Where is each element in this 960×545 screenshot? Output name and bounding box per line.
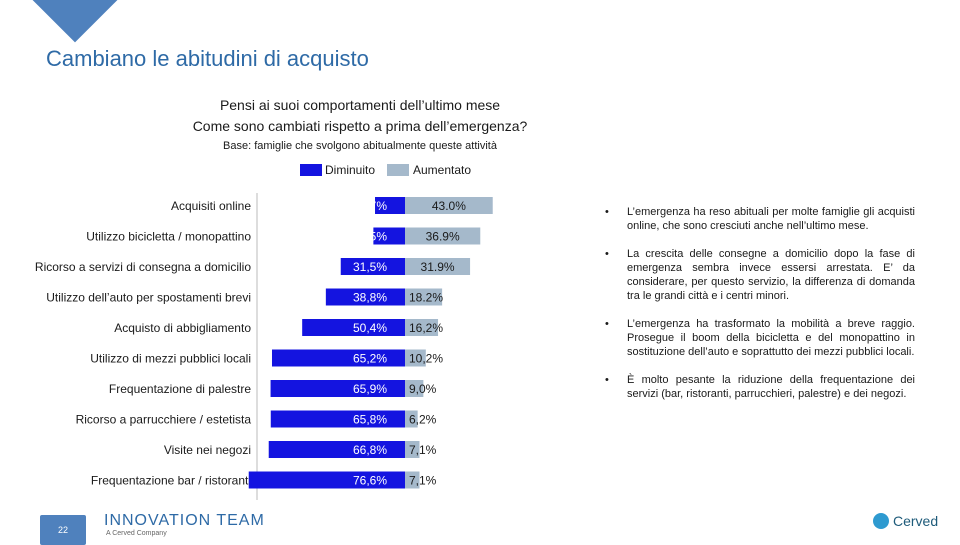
bar-increased [405,227,481,245]
bar-increased [405,288,443,306]
bullet-text: È molto pesante la riduzione della frequ… [627,374,915,400]
data-label-decreased: 38,8% [353,291,387,305]
page-title: Cambiano le abitudini di acquisto [46,46,369,71]
innovation-team-logo: INNOVATION TEAM [104,512,265,529]
legend-swatch-decreased [300,164,322,176]
legend-label-decreased: Diminuito [325,163,376,177]
data-label-increased: 31.9% [421,260,455,274]
data-label-increased: 7,1% [409,443,437,457]
data-label-decreased: 65,2% [353,352,387,366]
bar-increased [405,258,471,275]
bullet-item: • L’emergenza ha reso abituali per molte … [605,205,915,233]
page-number: 22 [40,515,86,545]
bar-increased [405,471,420,489]
bar-increased [405,197,493,214]
bullet-list: • L’emergenza ha reso abituali per molte … [605,205,915,415]
data-label-increased: 18.2% [409,291,443,305]
data-label-increased: 36.9% [426,230,460,244]
category-label: Utilizzo di mezzi pubblici locali [90,352,251,366]
bullet-text: L’emergenza ha reso abituali per molte f… [627,206,915,232]
bullet-dot: • [605,206,609,218]
bullet-item: • L’emergenza ha trasformato la mobilità … [605,317,915,359]
bar-decreased [271,349,405,367]
category-label: Utilizzo dell’auto per spostamenti brevi [46,291,251,305]
chart-subtitle-2: Come sono cambiati rispetto a prima dell… [192,118,528,134]
bar-increased [405,349,426,367]
bullet-dot: • [605,248,609,260]
bar-decreased [325,288,405,306]
data-label-increased: 6,2% [409,413,437,427]
bar-increased [405,319,439,336]
legend-swatch-increased [387,164,409,176]
bar-decreased [340,258,405,275]
data-label-decreased: 31,5% [353,260,387,274]
cerved-logo-text: Cerved [893,513,939,529]
category-label: Frequentazione bar / ristoranti [91,474,251,488]
bar-decreased [302,319,405,336]
data-label-decreased: 65,9% [353,382,387,396]
category-label: Ricorso a parrucchiere / estetista [76,413,252,427]
category-label: Ricorso a servizi di consegna a domicili… [35,260,251,274]
bar-increased [405,410,418,428]
category-label: Acquisto di abbigliamento [114,321,251,335]
legend-increased: Aumentato [387,163,471,177]
data-label-increased: 16,2% [409,321,443,335]
bullet-text: La crescita delle consegne a domicilio d… [627,248,915,302]
bar-increased [405,380,424,397]
cerved-logo: Cerved [873,513,938,529]
bullet-dot: • [605,318,609,330]
chart-base-note: Base: famiglie che svolgono abitualmente… [223,140,497,152]
data-label-increased: 43.0% [432,199,466,213]
category-label: Visite nei negozi [164,443,251,457]
legend-label-increased: Aumentato [413,163,472,177]
bar-decreased [270,380,405,397]
data-label-increased: 10,2% [409,352,443,366]
bullet-item: • La crescita delle consegne a domicilio … [605,247,915,303]
bar-decreased [270,410,405,428]
bullet-item: • È molto pesante la riduzione della freq… [605,373,915,401]
cerved-logo-icon [873,513,889,529]
bullet-dot: • [605,374,609,386]
bar-decreased [268,441,405,458]
category-label: Acquisiti online [171,199,251,213]
chart-subtitle-1: Pensi ai suoi comportamenti dell’ultimo … [219,97,501,113]
data-label-decreased: 15,5% [353,230,387,244]
bullet-text: L’emergenza ha trasformato la mobilità a… [627,318,915,358]
category-label: Frequentazione di palestre [109,382,251,396]
data-label-increased: 9,0% [409,382,437,396]
bar-increased [405,441,420,458]
data-label-decreased: 65,8% [353,413,387,427]
bar-decreased [375,197,405,214]
diverging-bar-chart: Acquisiti online 14,7% 43.0% Utilizzo bicic… [35,193,493,500]
data-label-decreased: 76,6% [353,474,387,488]
legend-decreased: Diminuito [300,163,375,177]
data-label-decreased: 66,8% [353,443,387,457]
category-label: Utilizzo bicicletta / monopattino [86,230,251,244]
data-label-decreased: 50,4% [353,321,387,335]
bar-decreased [248,471,405,489]
bar-decreased [373,227,405,245]
data-label-decreased: 14,7% [353,199,387,213]
data-label-increased: 7,1% [409,474,437,488]
innovation-team-logo-subtitle: A Cerved Company [106,530,167,537]
